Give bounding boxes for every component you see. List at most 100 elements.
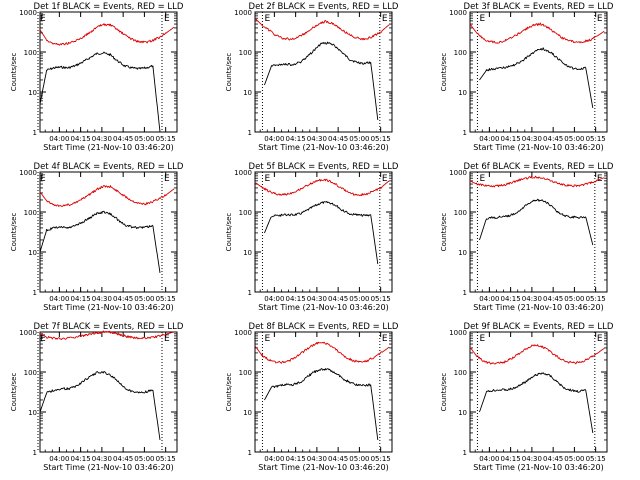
- plot-frame: [254, 171, 393, 293]
- x-tick-label: 04:45: [328, 455, 348, 463]
- series-line-black: [39, 370, 161, 441]
- series-line-black: [479, 47, 594, 108]
- x-tick-label: 05:00: [349, 135, 369, 143]
- x-tick-label: 04:30: [307, 455, 327, 463]
- x-tick-label: 04:45: [328, 135, 348, 143]
- x-tick-label: 04:15: [286, 295, 306, 303]
- y-axis-label: Counts/sec: [10, 373, 18, 412]
- y-tick-label: 10: [28, 249, 37, 257]
- boundary-marker-label: E: [382, 14, 388, 24]
- x-tick-label: 04:30: [92, 455, 112, 463]
- x-tick-label: 04:00: [264, 135, 284, 143]
- plot-frame: [39, 11, 178, 133]
- series-line-red: [469, 22, 605, 44]
- x-tick-label: 04:45: [543, 455, 563, 463]
- boundary-marker-label: E: [382, 174, 388, 184]
- y-tick-label: 1: [463, 289, 467, 297]
- x-tick-label: 05:15: [586, 455, 606, 463]
- boundary-marker-label: E: [164, 334, 170, 344]
- x-axis-label: Start Time (21-Nov-10 03:46:20): [43, 303, 173, 312]
- boundary-marker-label: E: [164, 14, 170, 24]
- y-tick-label: 1: [463, 449, 467, 457]
- y-tick-label: 10: [458, 249, 467, 257]
- series-line-red: [39, 330, 175, 340]
- series-line-red: [39, 185, 175, 207]
- series-line-red: [254, 17, 390, 41]
- y-axis-label: Counts/sec: [225, 213, 233, 252]
- y-tick-label: 1: [248, 449, 252, 457]
- series-line-black: [263, 200, 379, 265]
- x-tick-label: 05:15: [371, 135, 391, 143]
- plot-frame: [469, 11, 608, 133]
- boundary-marker-label: E: [479, 14, 485, 24]
- x-tick-label: 05:00: [134, 295, 154, 303]
- boundary-marker-label: E: [382, 334, 388, 344]
- x-tick-label: 04:00: [49, 455, 69, 463]
- chart-panel-8: Det 8f BLACK = Events, RED = LLD 1 10 100 10…: [225, 322, 399, 472]
- series-line-red: [469, 344, 605, 365]
- y-tick-label: 1000: [449, 169, 467, 177]
- x-tick-label: 05:15: [156, 135, 176, 143]
- chart-panel-4: Det 4f BLACK = Events, RED = LLD 1 10 100 10…: [10, 162, 184, 312]
- plot-frame: [254, 11, 393, 133]
- series-line-red: [254, 178, 390, 197]
- y-tick-label: 10: [243, 409, 252, 417]
- y-tick-label: 1000: [449, 329, 467, 337]
- chart-title: Det 5f BLACK = Events, RED = LLD: [249, 162, 399, 172]
- y-tick-label: 1000: [449, 9, 467, 17]
- series-line-black: [263, 41, 379, 121]
- chart-title: Det 3f BLACK = Events, RED = LLD: [464, 2, 614, 12]
- plot-frame: [254, 331, 393, 453]
- y-tick-label: 10: [458, 409, 467, 417]
- y-tick-label: 1: [463, 129, 467, 137]
- y-tick-label: 100: [24, 209, 37, 217]
- x-tick-label: 04:15: [71, 455, 91, 463]
- x-axis-label: Start Time (21-Nov-10 03:46:20): [473, 463, 603, 472]
- boundary-marker-label: E: [264, 174, 270, 184]
- x-axis-label: Start Time (21-Nov-10 03:46:20): [258, 463, 388, 472]
- x-tick-label: 05:15: [586, 135, 606, 143]
- y-tick-label: 100: [24, 369, 37, 377]
- y-tick-label: 1000: [234, 329, 252, 337]
- boundary-marker-label: E: [264, 334, 270, 344]
- series-line-red: [469, 175, 605, 188]
- x-tick-label: 05:15: [371, 455, 391, 463]
- y-tick-label: 1000: [234, 9, 252, 17]
- y-tick-label: 1: [248, 289, 252, 297]
- chart-title: Det 8f BLACK = Events, RED = LLD: [249, 322, 399, 332]
- series-line-black: [39, 51, 161, 133]
- series-line-black: [39, 210, 161, 273]
- y-axis-label: Counts/sec: [440, 53, 448, 92]
- x-tick-label: 05:00: [134, 455, 154, 463]
- y-axis-label: Counts/sec: [440, 373, 448, 412]
- x-tick-label: 05:00: [134, 135, 154, 143]
- x-tick-label: 05:15: [156, 455, 176, 463]
- chart-panel-1: Det 1f BLACK = Events, RED = LLD 1 10 100 10…: [10, 2, 184, 152]
- x-tick-label: 05:00: [564, 455, 584, 463]
- boundary-marker-label: E: [164, 174, 170, 184]
- x-tick-label: 04:15: [501, 455, 521, 463]
- chart-panel-6: Det 6f BLACK = Events, RED = LLD 1 10 100 10…: [440, 162, 614, 312]
- plot-frame: [469, 171, 608, 293]
- y-tick-label: 1000: [19, 329, 37, 337]
- x-tick-label: 05:15: [156, 295, 176, 303]
- y-axis-label: Counts/sec: [225, 53, 233, 92]
- x-axis-label: Start Time (21-Nov-10 03:46:20): [43, 143, 173, 152]
- x-tick-label: 04:15: [501, 295, 521, 303]
- x-tick-label: 04:15: [71, 135, 91, 143]
- y-axis-label: Counts/sec: [440, 213, 448, 252]
- series-line-red: [39, 23, 175, 46]
- y-tick-label: 10: [28, 89, 37, 97]
- y-tick-label: 1: [33, 129, 37, 137]
- x-tick-label: 04:30: [92, 295, 112, 303]
- x-tick-label: 04:00: [264, 295, 284, 303]
- x-axis-label: Start Time (21-Nov-10 03:46:20): [473, 143, 603, 152]
- x-tick-label: 04:45: [113, 455, 133, 463]
- chart-title: Det 9f BLACK = Events, RED = LLD: [464, 322, 614, 332]
- chart-panel-7: Det 7f BLACK = Events, RED = LLD 1 10 100 10…: [10, 322, 184, 472]
- y-tick-label: 100: [239, 369, 252, 377]
- y-tick-label: 1: [33, 289, 37, 297]
- x-tick-label: 05:15: [586, 295, 606, 303]
- y-axis-label: Counts/sec: [225, 373, 233, 412]
- boundary-marker-label: E: [264, 14, 270, 24]
